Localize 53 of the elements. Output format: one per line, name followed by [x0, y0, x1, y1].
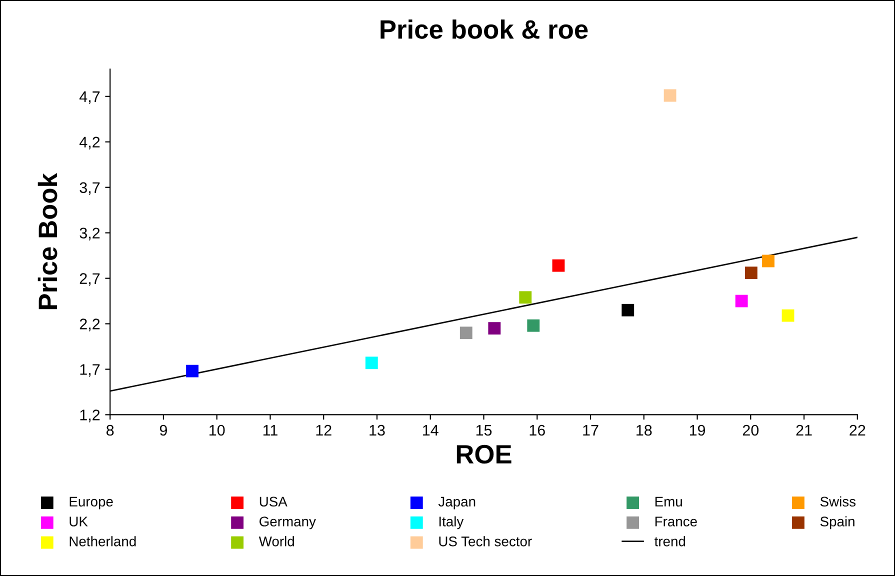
legend-label: trend: [654, 536, 686, 546]
y-tick-label: 4,2: [79, 136, 100, 150]
x-tick-label: 20: [742, 424, 759, 436]
x-tick-label: 17: [583, 425, 598, 436]
point: [744, 266, 758, 280]
x-tick-label: 16: [530, 424, 545, 436]
legend-label: US Tech sector: [439, 536, 532, 546]
y-tick-label: 4,7: [79, 91, 100, 104]
y-tick-label: 1,7: [80, 364, 100, 377]
x-tick-label: 8: [106, 424, 114, 436]
y-tick-label: 2,2: [80, 318, 100, 332]
chart-title: Price book & roe: [380, 19, 588, 39]
legend-label: France: [655, 516, 697, 526]
legend-label: Spain: [820, 516, 854, 530]
x-tick-label: 10: [210, 424, 225, 436]
legend-label: World: [258, 536, 294, 546]
y-tick-label: 3,7: [80, 182, 100, 195]
y-axis-title: Price Book: [38, 172, 58, 310]
x-tick-label: 12: [316, 424, 332, 436]
legend-label: Netherland: [70, 536, 136, 546]
x-tick-label: 22: [850, 424, 866, 436]
y-tick-label: 1,2: [80, 410, 100, 422]
x-axis-title: ROE: [456, 444, 512, 464]
x-tick-label: 19: [690, 424, 706, 436]
legend-label: UK: [70, 516, 88, 526]
x-tick-label: 14: [423, 425, 438, 436]
point: [664, 89, 676, 102]
y-tick-label: 3,2: [80, 228, 100, 240]
point: [519, 291, 532, 304]
point: [488, 322, 501, 335]
point: [460, 326, 472, 340]
point: [186, 364, 198, 378]
y-tick-label: 2,7: [80, 273, 100, 286]
x-tick-label: 21: [796, 424, 812, 436]
x-tick-label: 18: [636, 424, 652, 436]
point: [552, 259, 565, 272]
x-tick-label: 15: [476, 425, 492, 436]
legend-label: Swiss: [820, 496, 856, 507]
point: [622, 304, 634, 316]
point: [762, 254, 774, 268]
point: [735, 294, 748, 308]
legend-label: Japan: [438, 496, 476, 510]
x-tick-label: 11: [263, 425, 278, 436]
point: [365, 356, 378, 370]
legend-label: USA: [260, 496, 288, 507]
legend-label: Italy: [439, 516, 464, 530]
legend-label: Europe: [70, 496, 113, 510]
legend-label: Germany: [260, 516, 316, 530]
point: [782, 309, 794, 322]
x-tick-label: 13: [370, 424, 385, 436]
point: [527, 319, 540, 332]
legend-label: Emu: [655, 496, 682, 507]
x-tick-label: 9: [160, 424, 167, 436]
